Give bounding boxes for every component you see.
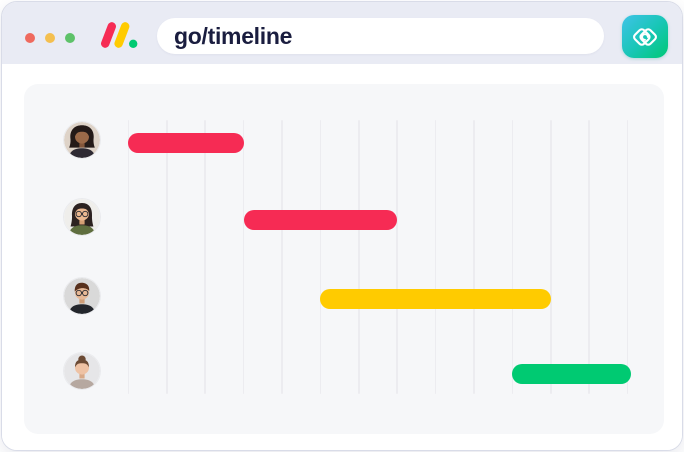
avatar-photo (63, 199, 100, 236)
timeline-panel (24, 84, 664, 434)
gridline (242, 120, 245, 394)
avatar-photo (63, 353, 100, 390)
window-control-minimize-button[interactable] (45, 33, 55, 43)
main-area (2, 64, 682, 450)
browser-topbar: go/timeline (2, 2, 682, 64)
gridline (588, 120, 590, 394)
gridline (281, 120, 283, 394)
timeline-bar[interactable] (128, 133, 244, 153)
window-controls (25, 33, 75, 43)
avatar-man-quiff-glasses (63, 277, 100, 314)
window-control-zoom-button[interactable] (65, 33, 75, 43)
interlocked-diamonds-icon (633, 27, 657, 46)
address-text: go/timeline (174, 22, 293, 49)
address-bar[interactable]: go/timeline (157, 18, 604, 54)
monday-logo-icon (98, 21, 138, 49)
window-control-close-button[interactable] (25, 33, 35, 43)
gridline (511, 120, 514, 394)
gridline (358, 120, 360, 394)
timeline-bar[interactable] (320, 288, 551, 309)
avatar-photo (63, 122, 100, 158)
gridline (319, 120, 322, 394)
timeline-bar[interactable] (512, 364, 632, 385)
gridline (396, 120, 398, 394)
timeline-bar[interactable] (243, 210, 398, 231)
avatar-woman-dark-curly-hair (63, 122, 100, 158)
gridline (166, 120, 168, 394)
avatar-woman-long-hair-glasses (63, 199, 100, 236)
gridline (434, 120, 437, 394)
avatar-photo (63, 277, 100, 314)
gridline (626, 120, 629, 394)
gridline (550, 120, 552, 394)
gridline (473, 120, 475, 394)
avatar-woman-hair-bun (63, 353, 100, 390)
monday-logo-mark (100, 22, 138, 48)
app-icon-button[interactable] (622, 15, 668, 58)
gridline (204, 120, 206, 394)
gridline (127, 120, 130, 394)
